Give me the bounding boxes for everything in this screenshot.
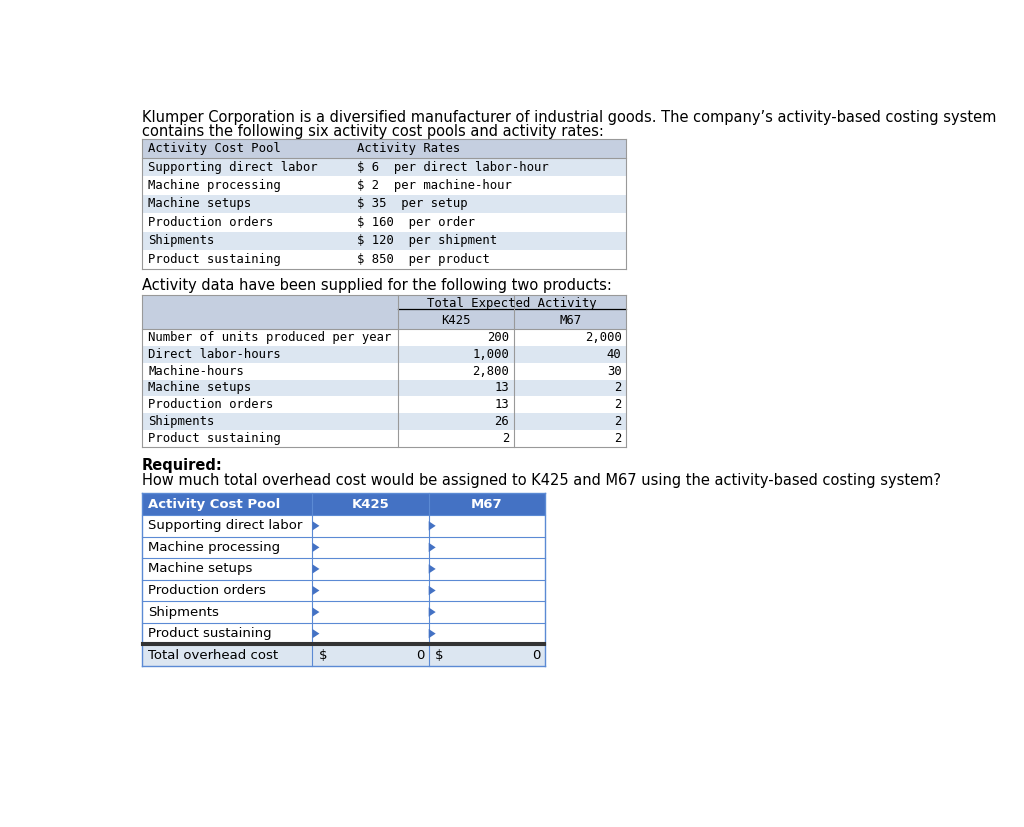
Text: Required:: Required: <box>142 458 222 473</box>
Text: Activity Cost Pool: Activity Cost Pool <box>148 498 281 511</box>
Polygon shape <box>429 564 435 574</box>
Polygon shape <box>429 608 435 617</box>
Text: contains the following six activity cost pools and activity rates:: contains the following six activity cost… <box>142 124 604 139</box>
Text: 1,000: 1,000 <box>472 347 509 361</box>
Bar <box>142 250 627 269</box>
Text: $ 120  per shipment: $ 120 per shipment <box>357 234 498 247</box>
Text: 0: 0 <box>416 648 424 662</box>
Text: Machine setups: Machine setups <box>148 381 252 394</box>
Text: Machine setups: Machine setups <box>148 562 253 576</box>
Text: $ 160  per order: $ 160 per order <box>357 216 475 229</box>
Text: M67: M67 <box>471 498 503 511</box>
Bar <box>142 414 627 430</box>
Bar <box>142 194 627 213</box>
Text: 2: 2 <box>614 381 622 394</box>
Text: Activity Rates: Activity Rates <box>357 142 461 155</box>
Text: Direct labor-hours: Direct labor-hours <box>148 347 281 361</box>
Text: Shipments: Shipments <box>148 234 214 247</box>
Text: 2: 2 <box>614 433 622 445</box>
Text: Supporting direct labor: Supporting direct labor <box>148 160 317 174</box>
Text: 30: 30 <box>607 365 622 378</box>
Text: $ 2  per machine-hour: $ 2 per machine-hour <box>357 179 512 192</box>
Text: K425: K425 <box>441 313 471 327</box>
Text: Klumper Corporation is a diversified manufacturer of industrial goods. The compa: Klumper Corporation is a diversified man… <box>142 110 996 125</box>
Text: 13: 13 <box>495 399 509 411</box>
Text: 13: 13 <box>495 381 509 394</box>
Bar <box>142 328 627 346</box>
Text: 26: 26 <box>495 415 509 428</box>
Polygon shape <box>312 629 319 638</box>
Text: Machine-hours: Machine-hours <box>148 365 244 378</box>
Text: Activity data have been supplied for the following two products:: Activity data have been supplied for the… <box>142 278 611 293</box>
Bar <box>142 580 545 601</box>
Text: Total overhead cost: Total overhead cost <box>148 648 279 662</box>
Polygon shape <box>429 586 435 595</box>
Text: 40: 40 <box>607 347 622 361</box>
Text: 2: 2 <box>614 399 622 411</box>
Text: $ 6  per direct labor-hour: $ 6 per direct labor-hour <box>357 160 549 174</box>
Text: Product sustaining: Product sustaining <box>148 627 271 640</box>
Bar <box>142 396 627 414</box>
Polygon shape <box>312 608 319 617</box>
Bar <box>142 380 627 396</box>
Bar <box>142 139 627 158</box>
Text: Shipments: Shipments <box>148 415 214 428</box>
Text: Product sustaining: Product sustaining <box>148 433 281 445</box>
Text: Activity Cost Pool: Activity Cost Pool <box>148 142 281 155</box>
Bar <box>142 346 627 362</box>
Bar <box>142 601 545 623</box>
Bar <box>142 312 627 328</box>
Text: Shipments: Shipments <box>148 605 219 619</box>
Text: 2,000: 2,000 <box>585 331 622 344</box>
Text: 2: 2 <box>614 415 622 428</box>
Bar <box>142 294 627 312</box>
Bar <box>142 232 627 250</box>
Polygon shape <box>312 543 319 552</box>
Text: $: $ <box>435 648 443 662</box>
Text: Production orders: Production orders <box>148 584 266 597</box>
Text: 200: 200 <box>487 331 509 344</box>
Polygon shape <box>312 586 319 595</box>
Bar <box>142 558 545 580</box>
Bar <box>142 494 545 515</box>
Polygon shape <box>429 521 435 530</box>
Bar <box>142 430 627 447</box>
Polygon shape <box>312 564 319 574</box>
Bar <box>142 644 545 666</box>
Polygon shape <box>312 521 319 530</box>
Text: $: $ <box>318 648 327 662</box>
Text: $ 35  per setup: $ 35 per setup <box>357 198 468 210</box>
Bar <box>142 362 627 380</box>
Polygon shape <box>429 543 435 552</box>
Bar <box>142 176 627 194</box>
Text: Machine processing: Machine processing <box>148 541 281 554</box>
Text: How much total overhead cost would be assigned to K425 and M67 using the activit: How much total overhead cost would be as… <box>142 474 941 489</box>
Bar <box>142 623 545 644</box>
Text: M67: M67 <box>559 313 582 327</box>
Text: Production orders: Production orders <box>148 216 273 229</box>
Bar <box>142 158 627 176</box>
Text: $ 850  per product: $ 850 per product <box>357 253 490 266</box>
Polygon shape <box>429 629 435 638</box>
Bar <box>142 537 545 558</box>
Text: 2: 2 <box>502 433 509 445</box>
Text: Production orders: Production orders <box>148 399 273 411</box>
Text: Machine processing: Machine processing <box>148 179 281 192</box>
Text: Number of units produced per year: Number of units produced per year <box>148 331 391 344</box>
Bar <box>142 515 545 537</box>
Bar <box>142 213 627 232</box>
Text: Total Expected Activity: Total Expected Activity <box>427 297 597 310</box>
Text: Machine setups: Machine setups <box>148 198 252 210</box>
Text: K425: K425 <box>351 498 389 511</box>
Text: Supporting direct labor: Supporting direct labor <box>148 519 302 533</box>
Text: 0: 0 <box>531 648 541 662</box>
Text: Product sustaining: Product sustaining <box>148 253 281 266</box>
Text: 2,800: 2,800 <box>472 365 509 378</box>
